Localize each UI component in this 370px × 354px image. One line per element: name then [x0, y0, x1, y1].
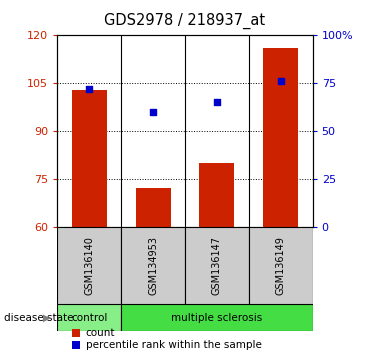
- Bar: [135, 188, 171, 227]
- Text: multiple sclerosis: multiple sclerosis: [171, 313, 263, 323]
- Bar: [121, 304, 313, 331]
- Bar: [199, 163, 235, 227]
- Point: [278, 79, 284, 84]
- Text: GSM134953: GSM134953: [148, 236, 158, 295]
- Bar: [57, 227, 121, 304]
- Point: [214, 99, 220, 105]
- Bar: [72, 90, 107, 227]
- Text: percentile rank within the sample: percentile rank within the sample: [86, 340, 262, 350]
- Text: control: control: [71, 313, 107, 323]
- Text: ▶: ▶: [43, 313, 50, 323]
- Text: GSM136140: GSM136140: [84, 236, 94, 295]
- Point: [86, 86, 92, 92]
- Point: [150, 109, 156, 115]
- Text: GDS2978 / 218937_at: GDS2978 / 218937_at: [104, 12, 266, 29]
- Bar: [263, 48, 298, 227]
- Text: GSM136149: GSM136149: [276, 236, 286, 295]
- Bar: [57, 304, 121, 331]
- Bar: [249, 227, 313, 304]
- Text: GSM136147: GSM136147: [212, 236, 222, 295]
- Bar: [121, 227, 185, 304]
- Text: disease state: disease state: [4, 313, 73, 323]
- Text: count: count: [86, 328, 115, 338]
- Bar: [185, 227, 249, 304]
